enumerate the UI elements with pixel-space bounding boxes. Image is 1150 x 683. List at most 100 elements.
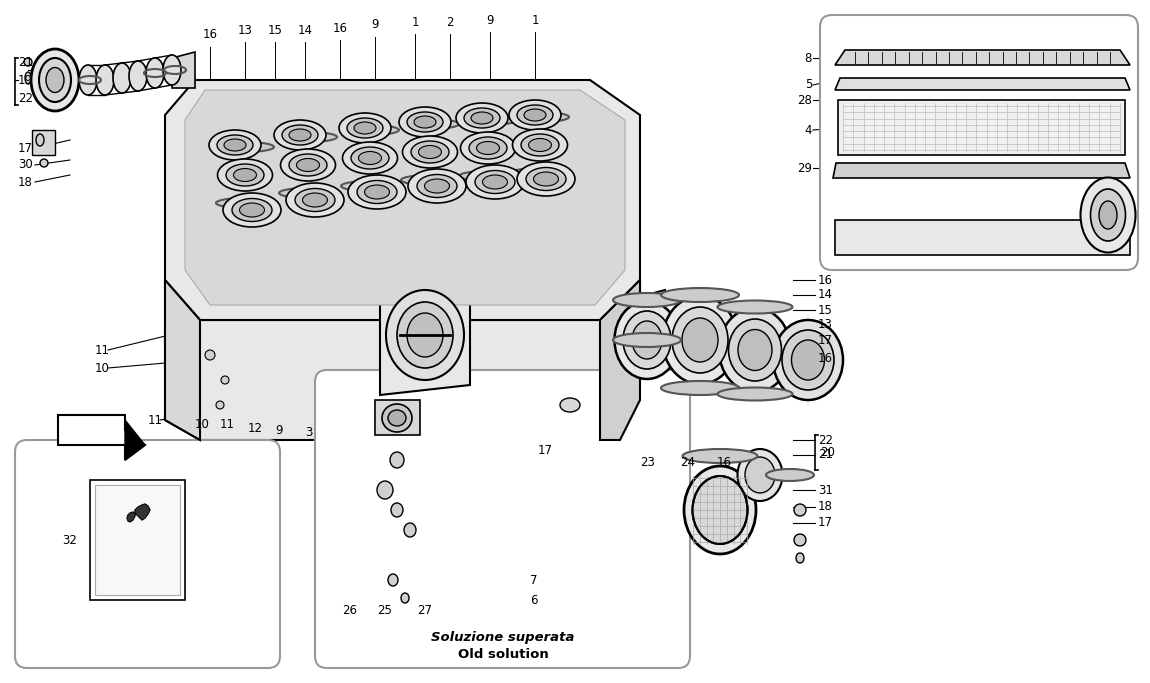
Polygon shape xyxy=(375,400,420,435)
Ellipse shape xyxy=(342,125,399,135)
Polygon shape xyxy=(600,280,641,440)
Text: 2: 2 xyxy=(446,16,454,29)
Ellipse shape xyxy=(401,593,409,603)
Ellipse shape xyxy=(1081,178,1135,253)
Ellipse shape xyxy=(279,188,337,198)
Text: 11: 11 xyxy=(148,413,163,426)
Ellipse shape xyxy=(417,174,457,197)
Text: 18: 18 xyxy=(18,176,33,189)
Polygon shape xyxy=(835,220,1130,255)
Ellipse shape xyxy=(614,301,680,379)
Ellipse shape xyxy=(782,330,834,390)
Ellipse shape xyxy=(511,112,569,122)
Polygon shape xyxy=(90,480,185,600)
Text: 6: 6 xyxy=(530,594,537,607)
Ellipse shape xyxy=(692,476,748,544)
Text: 9: 9 xyxy=(275,423,283,436)
Text: 23: 23 xyxy=(641,456,656,469)
Text: 26: 26 xyxy=(343,604,358,617)
Polygon shape xyxy=(835,50,1130,65)
Ellipse shape xyxy=(459,115,518,125)
Text: 10: 10 xyxy=(95,361,110,374)
Ellipse shape xyxy=(289,154,327,176)
Ellipse shape xyxy=(347,118,383,138)
Ellipse shape xyxy=(408,169,466,203)
Ellipse shape xyxy=(728,319,782,381)
Ellipse shape xyxy=(382,404,412,432)
Ellipse shape xyxy=(146,58,164,88)
Ellipse shape xyxy=(217,159,273,191)
Ellipse shape xyxy=(521,134,559,156)
Text: 22: 22 xyxy=(18,92,33,104)
Text: 17: 17 xyxy=(18,141,33,154)
Text: 21: 21 xyxy=(818,449,833,462)
Ellipse shape xyxy=(388,410,406,426)
Text: 8: 8 xyxy=(805,51,812,64)
FancyBboxPatch shape xyxy=(15,440,279,668)
Ellipse shape xyxy=(216,198,274,208)
Ellipse shape xyxy=(302,193,328,207)
Ellipse shape xyxy=(407,313,443,357)
Ellipse shape xyxy=(39,58,71,102)
Text: 17: 17 xyxy=(818,516,833,529)
Ellipse shape xyxy=(217,135,253,155)
Polygon shape xyxy=(380,275,470,395)
Text: 24: 24 xyxy=(681,456,696,469)
Ellipse shape xyxy=(397,302,453,368)
Ellipse shape xyxy=(419,145,442,158)
Text: 9: 9 xyxy=(371,18,378,31)
Ellipse shape xyxy=(682,449,758,463)
Ellipse shape xyxy=(684,466,756,554)
Text: 28: 28 xyxy=(797,94,812,107)
Ellipse shape xyxy=(24,58,32,66)
Text: Old solution: Old solution xyxy=(458,648,549,662)
Polygon shape xyxy=(185,90,624,305)
Ellipse shape xyxy=(79,65,97,95)
Ellipse shape xyxy=(632,321,662,359)
Text: 14: 14 xyxy=(298,23,313,36)
Ellipse shape xyxy=(232,199,273,221)
Ellipse shape xyxy=(1099,201,1117,229)
Text: 16: 16 xyxy=(818,352,833,365)
Ellipse shape xyxy=(719,308,791,392)
Ellipse shape xyxy=(509,100,561,130)
Ellipse shape xyxy=(274,120,325,150)
Ellipse shape xyxy=(796,553,804,563)
Ellipse shape xyxy=(475,171,515,193)
Polygon shape xyxy=(164,280,200,440)
Text: 19: 19 xyxy=(18,74,33,87)
Polygon shape xyxy=(32,130,55,155)
Text: 21: 21 xyxy=(18,55,33,68)
Ellipse shape xyxy=(738,329,772,370)
Ellipse shape xyxy=(513,129,567,161)
Ellipse shape xyxy=(518,162,575,196)
Text: 27: 27 xyxy=(417,604,432,617)
Ellipse shape xyxy=(209,130,261,160)
FancyBboxPatch shape xyxy=(820,15,1138,270)
Text: 4: 4 xyxy=(805,124,812,137)
Text: 16: 16 xyxy=(332,21,347,35)
Text: 17: 17 xyxy=(538,443,553,456)
Ellipse shape xyxy=(388,574,398,586)
Ellipse shape xyxy=(524,109,546,121)
Ellipse shape xyxy=(223,193,281,227)
Ellipse shape xyxy=(411,141,448,163)
Ellipse shape xyxy=(661,288,739,302)
Ellipse shape xyxy=(672,307,728,373)
Ellipse shape xyxy=(407,112,443,132)
Text: 7: 7 xyxy=(530,574,537,587)
Ellipse shape xyxy=(297,158,320,171)
Text: 1: 1 xyxy=(531,14,538,27)
Ellipse shape xyxy=(365,185,390,199)
Ellipse shape xyxy=(424,179,450,193)
Ellipse shape xyxy=(662,296,737,384)
Text: 13: 13 xyxy=(818,318,833,331)
Ellipse shape xyxy=(511,168,569,178)
Ellipse shape xyxy=(472,112,493,124)
Text: 3: 3 xyxy=(305,426,313,439)
Ellipse shape xyxy=(163,55,181,85)
Ellipse shape xyxy=(205,350,215,360)
Text: 20: 20 xyxy=(820,445,835,458)
Ellipse shape xyxy=(391,503,402,517)
Ellipse shape xyxy=(282,125,319,145)
